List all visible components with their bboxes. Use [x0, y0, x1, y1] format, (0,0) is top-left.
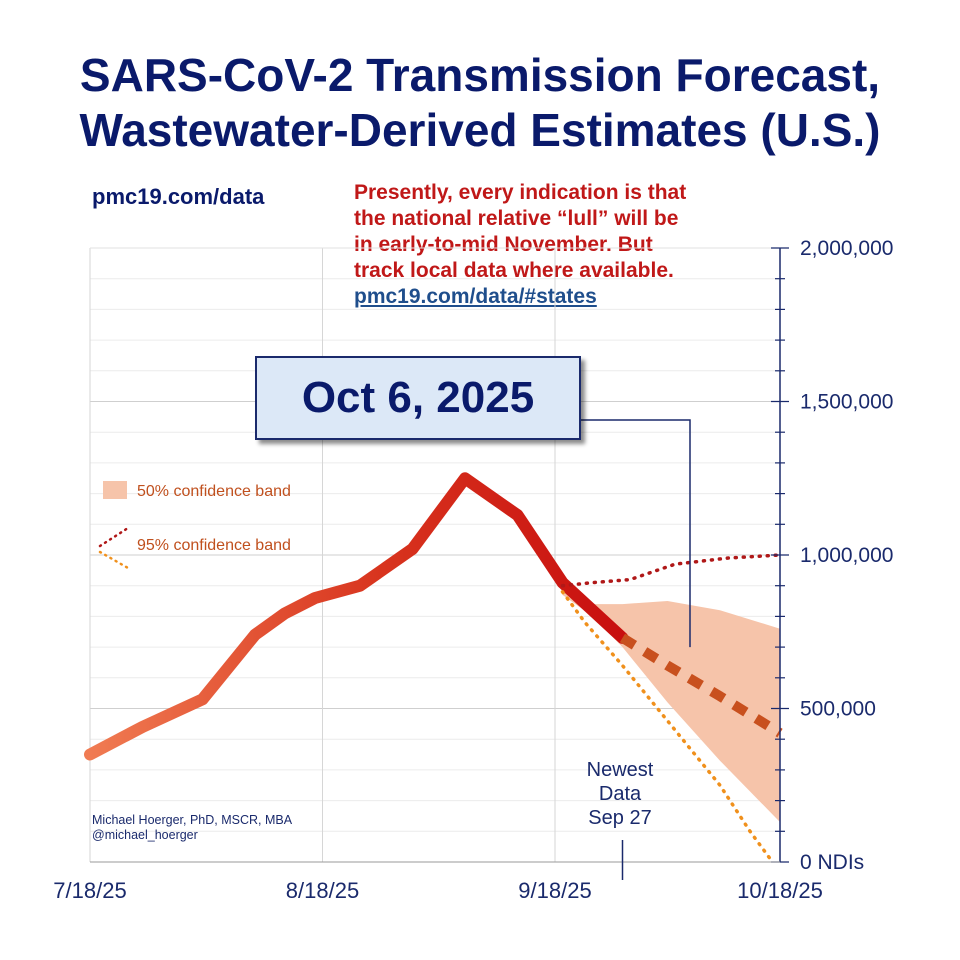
newest-data-label-line: Data — [599, 783, 642, 805]
y-tick-label: 2,000,000 — [800, 237, 893, 260]
x-tick-label: 10/18/25 — [737, 878, 823, 903]
y-tick-label: 0 NDIs — [800, 851, 864, 874]
forecast-line — [619, 633, 783, 738]
y-tick-label: 1,000,000 — [800, 544, 893, 567]
x-tick-label: 9/18/25 — [518, 878, 591, 903]
legend-label-band-95: 95% confidence band — [137, 537, 291, 554]
x-tick-label: 7/18/25 — [53, 878, 126, 903]
legend-swatch-band-95-lower — [98, 550, 130, 570]
annotation-line-4: track local data where available. — [354, 259, 674, 282]
author-credit: Michael Hoerger, PhD, MSCR, MBA @michael… — [92, 813, 292, 843]
annotation-line-2: the national relative “lull” will be — [354, 207, 679, 230]
chart-title-line-1: SARS-CoV-2 Transmission Forecast, — [79, 49, 881, 101]
author-handle: @michael_hoerger — [92, 828, 198, 842]
newest-data-label-line: Sep 27 — [588, 807, 651, 829]
states-link[interactable]: pmc19.com/data/#states — [354, 285, 597, 308]
legend-swatch-band-95-upper — [98, 526, 130, 548]
chart-title: SARS-CoV-2 Transmission Forecast, Wastew… — [0, 48, 960, 158]
annotation-line-1: Presently, every indication is that — [354, 181, 687, 204]
newest-data-label-line: Newest — [587, 759, 654, 781]
legend-swatch-band-50 — [103, 481, 127, 499]
observed-line — [84, 472, 629, 761]
legend-label-band-50: 50% confidence band — [137, 483, 291, 500]
source-url: pmc19.com/data — [92, 184, 265, 209]
confidence-95-upper-line — [560, 553, 782, 588]
series-lines — [84, 472, 783, 864]
y-tick-label: 1,500,000 — [800, 391, 893, 414]
y-tick-label: 500,000 — [800, 698, 876, 721]
annotation-line-3: in early-to-mid November. But — [354, 233, 653, 256]
confidence-bands — [562, 591, 780, 823]
date-marker-connector — [580, 419, 691, 648]
gridlines — [89, 247, 781, 862]
annotation-note: Presently, every indication is that the … — [354, 180, 774, 310]
forecast-date-box: Oct 6, 2025 — [255, 356, 581, 440]
legend: 50% confidence band 95% confidence band — [98, 481, 291, 570]
confidence-band-50 — [562, 591, 780, 823]
x-tick-label: 8/18/25 — [286, 878, 359, 903]
author-name: Michael Hoerger, PhD, MSCR, MBA — [92, 813, 293, 827]
confidence-95-lower-line — [560, 590, 775, 864]
chart-title-line-2: Wastewater-Derived Estimates (U.S.) — [79, 104, 881, 156]
axes: 0 NDIs 500,000 1,000,000 1,500,000 2,000,000… — [53, 237, 893, 903]
